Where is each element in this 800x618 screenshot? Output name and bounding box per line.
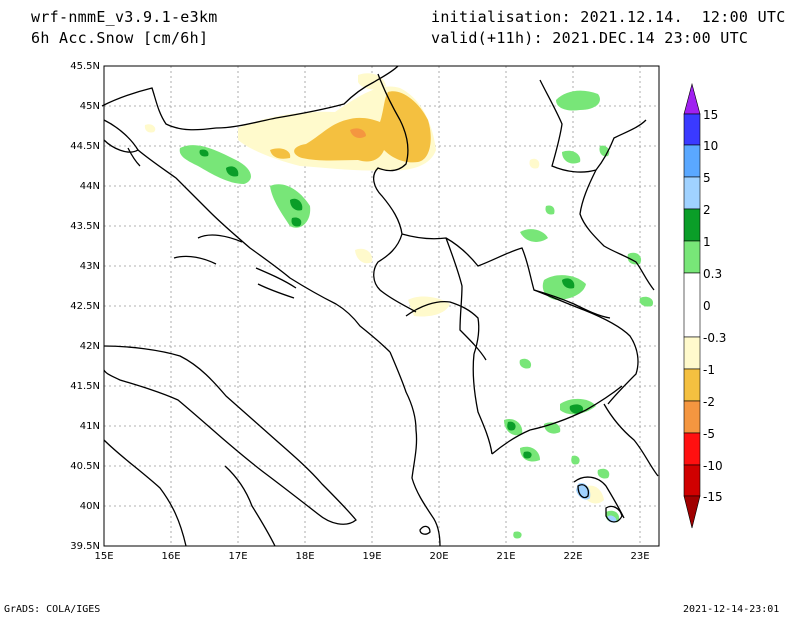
lat-label: 45.5N <box>70 61 100 72</box>
colorbar-label: 5 <box>703 171 711 185</box>
colorbar-swatch <box>683 144 701 178</box>
init-time: initialisation: 2021.12.14. 12:00 UTC <box>431 8 786 26</box>
lat-label: 45N <box>80 101 100 112</box>
lon-label: 18E <box>295 551 314 562</box>
lat-label: 44N <box>80 181 100 192</box>
coastlines-borders <box>101 65 659 547</box>
lat-label: 42N <box>80 341 100 352</box>
colorbar-swatch <box>683 400 701 434</box>
colorbar-label: -5 <box>703 427 715 441</box>
colorbar-swatch <box>683 368 701 402</box>
snow-dark-green-fields <box>199 149 584 459</box>
colorbar-top-arrow <box>683 82 701 115</box>
lon-label: 15E <box>94 551 113 562</box>
lon-label: 22E <box>563 551 582 562</box>
lon-label: 20E <box>429 551 448 562</box>
lat-label: 42.5N <box>70 301 100 312</box>
colorbar-label: 0.3 <box>703 267 722 281</box>
lat-label: 44.5N <box>70 141 100 152</box>
lat-tick-labels: 45.5N 45N 44.5N 44N 43.5N 43N 42.5N 42N … <box>70 61 100 552</box>
lon-label: 19E <box>362 551 381 562</box>
colorbar-label: 10 <box>703 139 718 153</box>
footer-timestamp: 2021-12-14-23:01 <box>683 604 780 615</box>
colorbar-swatch <box>683 240 701 274</box>
colorbar-label: -15 <box>703 490 723 504</box>
map-frame <box>103 65 660 547</box>
valid-time: valid(+11h): 2021.DEC.14 23:00 UTC <box>431 29 749 47</box>
colorbar-label: 15 <box>703 108 718 122</box>
lat-label: 39.5N <box>70 541 100 552</box>
colorbar-label: -2 <box>703 395 715 409</box>
colorbar-swatch <box>683 113 701 146</box>
lat-label: 43N <box>80 261 100 272</box>
colorbar-label: 0 <box>703 299 711 313</box>
lon-label: 23E <box>630 551 649 562</box>
snow-orange-fields <box>270 91 431 163</box>
colorbar-swatch <box>683 272 701 338</box>
colorbar-labels: 15 10 5 2 1 0.3 0 -0.3 -1 -2 -5 -10 -15 <box>703 108 726 504</box>
lat-label: 43.5N <box>70 221 100 232</box>
colorbar-bottom-arrow <box>683 495 701 529</box>
colorbar-label: -0.3 <box>703 331 726 345</box>
colorbar-swatch <box>683 432 701 466</box>
colorbar-swatch <box>683 464 701 497</box>
colorbar-label: 2 <box>703 203 711 217</box>
lat-label: 41.5N <box>70 381 100 392</box>
colorbar-swatch <box>683 208 701 242</box>
colorbar-label: -10 <box>703 459 723 473</box>
variable-title: 6h Acc.Snow [cm/6h] <box>31 29 209 47</box>
lon-tick-labels: 15E 16E 17E 18E 19E 20E 21E 22E 23E <box>94 551 649 562</box>
model-title: wrf-nmmE_v3.9.1-e3km <box>31 8 218 26</box>
colorbar-label: 1 <box>703 235 711 249</box>
snow-deep-fields <box>350 128 366 138</box>
lon-label: 21E <box>496 551 515 562</box>
lat-label: 40.5N <box>70 461 100 472</box>
colorbar <box>683 82 701 529</box>
lon-label: 17E <box>228 551 247 562</box>
footer-credit: GrADS: COLA/IGES <box>4 604 101 615</box>
lon-label: 16E <box>161 551 180 562</box>
lat-label: 40N <box>80 501 100 512</box>
lat-label: 41N <box>80 421 100 432</box>
colorbar-swatch <box>683 176 701 210</box>
colorbar-swatch <box>683 336 701 370</box>
colorbar-label: -1 <box>703 363 715 377</box>
